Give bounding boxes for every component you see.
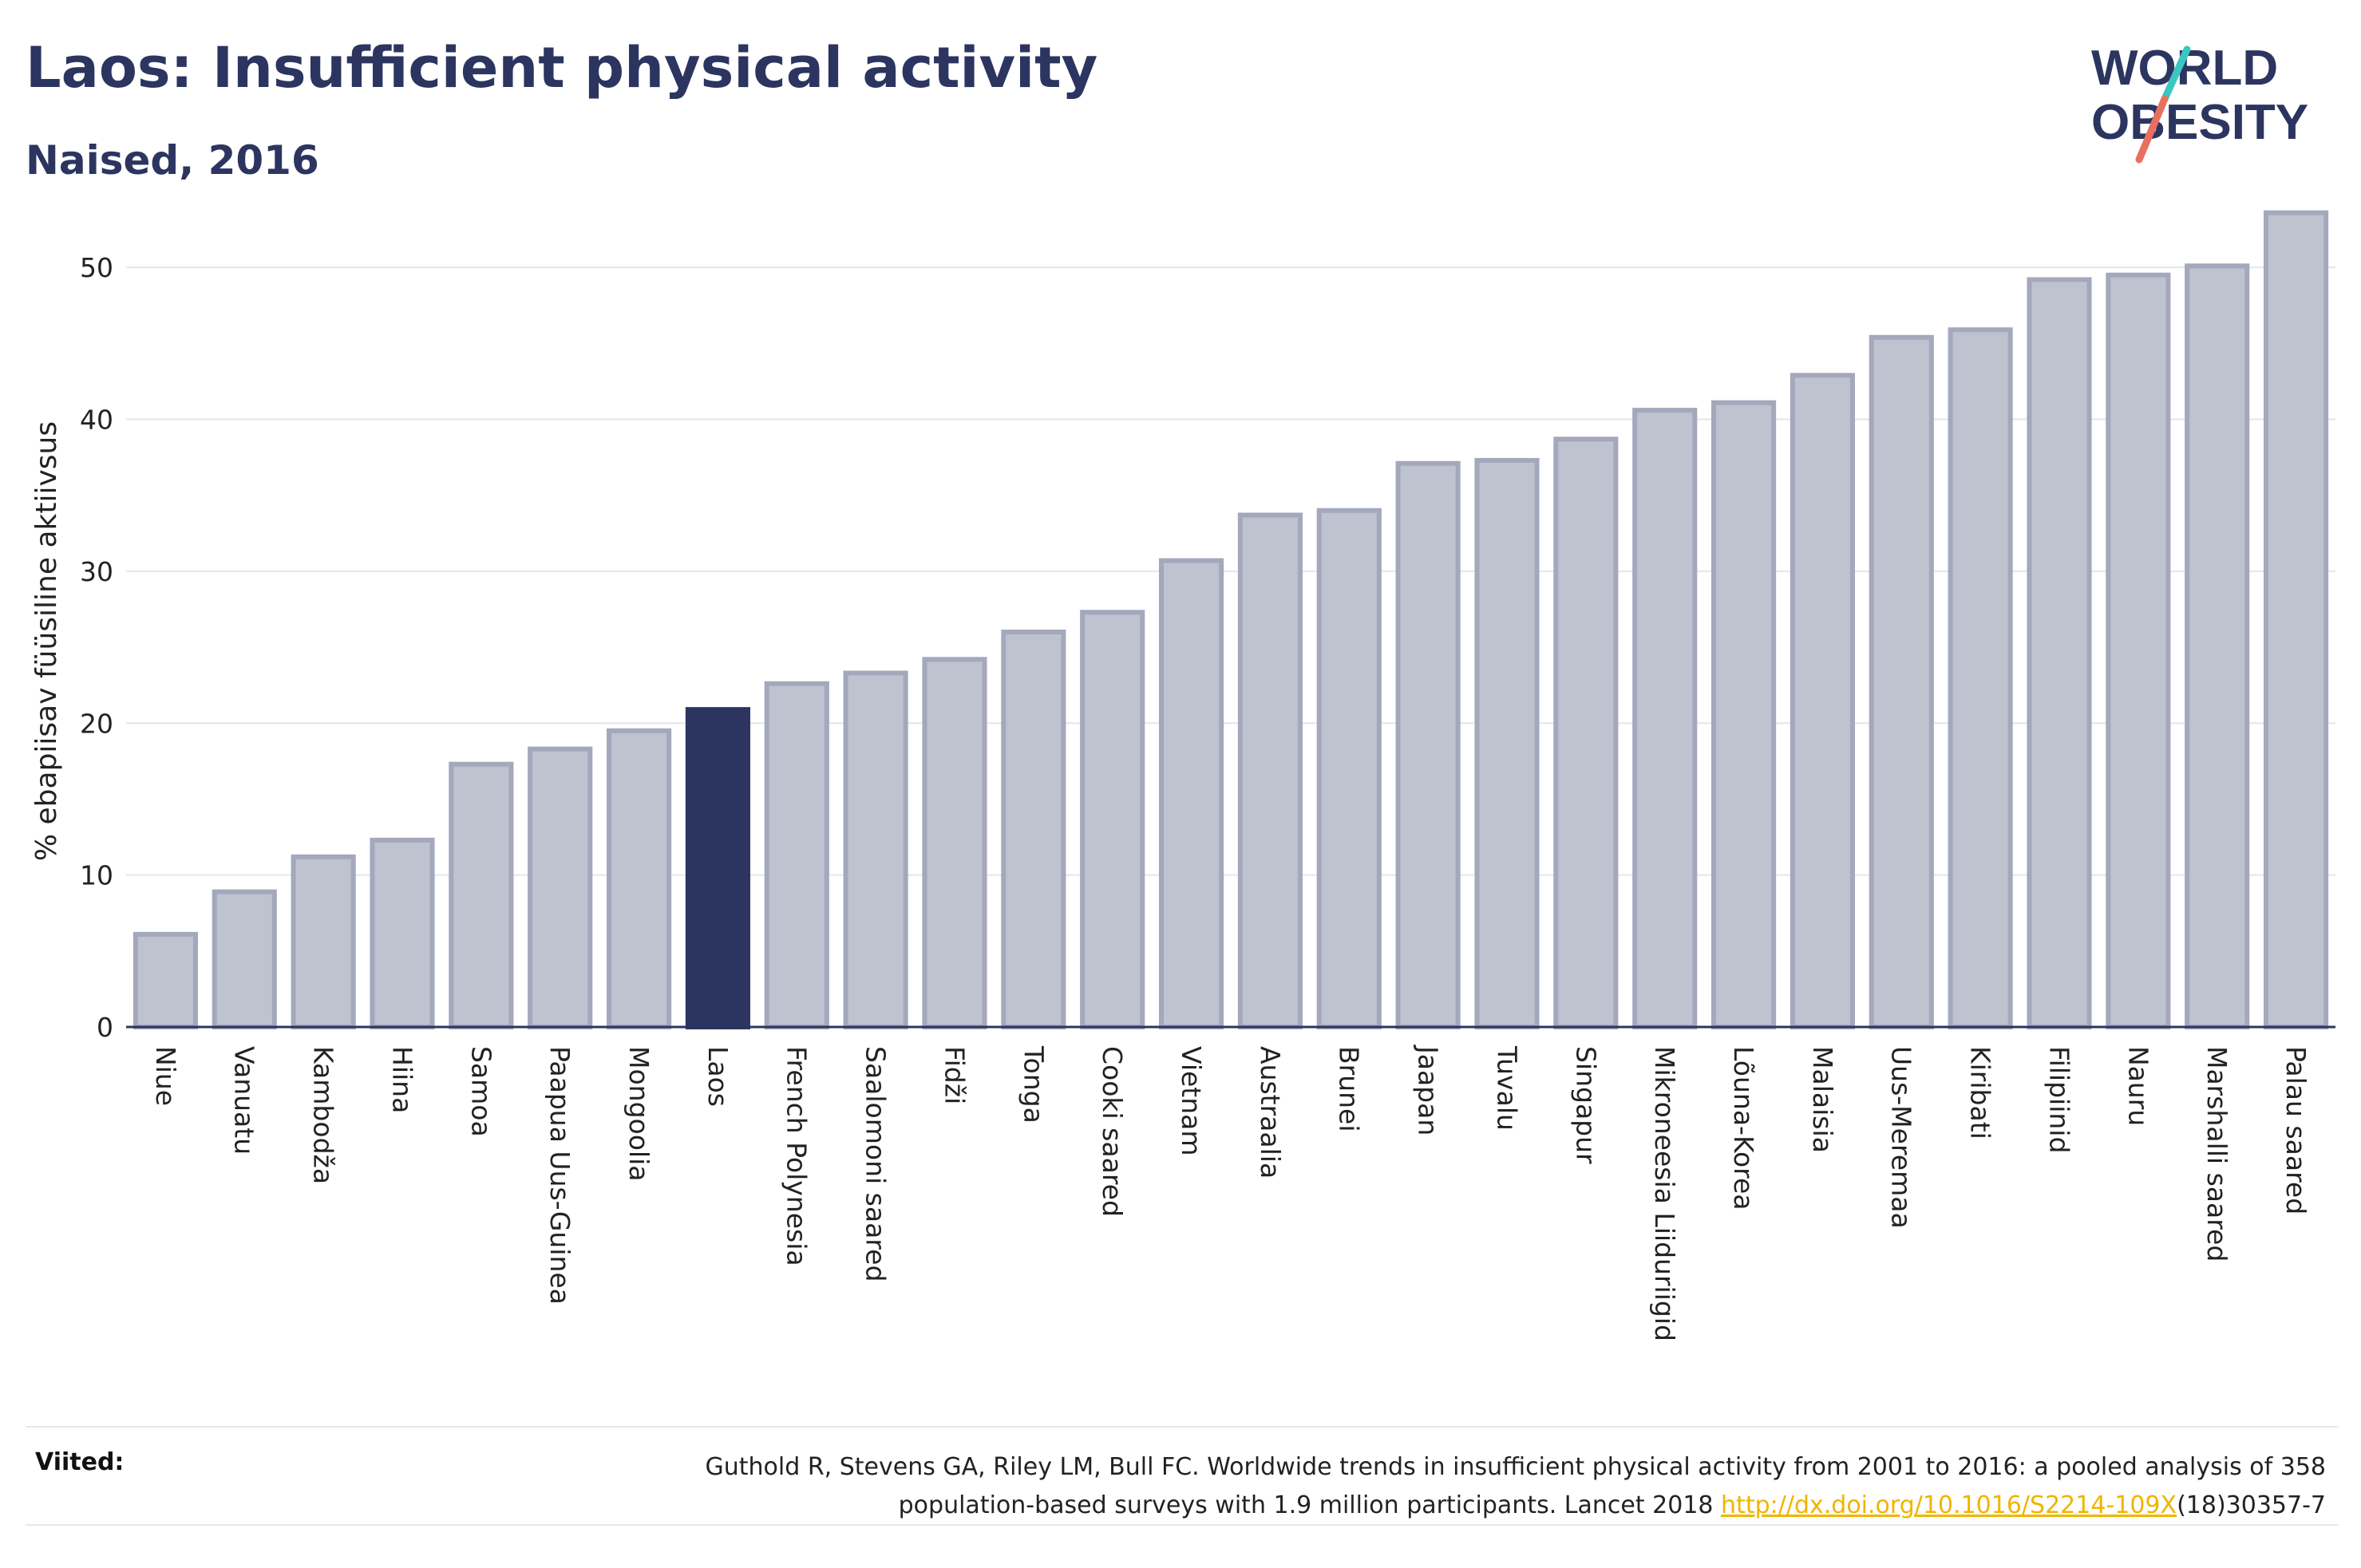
- y-axis-label: % ebapiisav füüsiline aktiivsus: [30, 421, 63, 861]
- x-tick-label: Hiina: [386, 1046, 417, 1113]
- bar: [1159, 558, 1224, 1029]
- x-tick-label: Niue: [150, 1046, 181, 1106]
- x-tick-label: Tonga: [1018, 1045, 1049, 1124]
- bar: [1080, 610, 1145, 1029]
- y-tick-label: 30: [80, 556, 113, 587]
- x-tick-label: Nauru: [2122, 1046, 2153, 1126]
- x-tick-label: Saalomoni saared: [860, 1046, 892, 1282]
- bar: [1316, 508, 1382, 1029]
- sources-line-1: Guthold R, Stevens GA, Riley LM, Bull FC…: [705, 1453, 2326, 1481]
- x-tick-label: Filipiinid: [2043, 1046, 2074, 1153]
- x-tick-label: Marshalli saared: [2201, 1046, 2232, 1262]
- x-tick-label: Vietnam: [1176, 1046, 1207, 1156]
- x-tick-label: Tuvalu: [1491, 1045, 1522, 1131]
- chart-title: Laos: Insufficient physical activity: [26, 35, 1098, 101]
- logo-line-2: OBESITY: [2091, 95, 2308, 150]
- bar: [2027, 277, 2092, 1030]
- bar: [291, 854, 356, 1029]
- sources-line-2-suffix: (18)30357-7: [2177, 1491, 2326, 1519]
- x-tick-label: Mongoolia: [623, 1046, 655, 1181]
- bar: [370, 837, 435, 1030]
- bar: [212, 889, 277, 1030]
- x-tick-label: Singapur: [1570, 1046, 1601, 1164]
- sources-text: Guthold R, Stevens GA, Riley LM, Bull FC…: [490, 1448, 2326, 1525]
- sources-line-2-prefix: population-based surveys with 1.9 millio…: [898, 1491, 1722, 1519]
- bar: [528, 746, 593, 1029]
- bar: [922, 657, 987, 1029]
- bar-chart: 0 10 20 30 40 50 Niue Vanuatu Kambodža Hiina Samo…: [30, 210, 2335, 1341]
- bar: [1632, 408, 1698, 1029]
- x-tick-label: Laos: [702, 1046, 734, 1107]
- bar: [1474, 457, 1540, 1029]
- y-tick-label: 20: [80, 708, 113, 739]
- x-tick-label: Palau saared: [2280, 1046, 2312, 1215]
- y-axis-ticks: 0 10 20 30 40 50: [80, 252, 113, 1043]
- bar: [1948, 327, 2013, 1029]
- bar: [1553, 436, 1619, 1029]
- bar: [2106, 272, 2171, 1029]
- bar: [1790, 373, 1855, 1029]
- bar: [607, 728, 672, 1029]
- x-tick-label: Uus-Meremaa: [1886, 1046, 1917, 1229]
- sources-doi-link[interactable]: http://dx.doi.org/10.1016/S2214-109X: [1721, 1491, 2177, 1519]
- bar: [132, 931, 198, 1029]
- y-tick-label: 10: [80, 860, 113, 891]
- x-tick-label: Kambodža: [308, 1046, 339, 1184]
- world-obesity-logo: WORLD OBESITY: [2091, 41, 2308, 164]
- bar: [2185, 263, 2250, 1029]
- x-tick-label: Vanuatu: [229, 1046, 260, 1155]
- x-axis-ticks: Niue Vanuatu Kambodža Hiina Samoa Paapua Uus-…: [150, 1045, 2312, 1341]
- bar-highlighted: [685, 707, 750, 1029]
- x-tick-label: Mikroneesia Liiduriigid: [1649, 1046, 1680, 1341]
- bar: [449, 761, 514, 1029]
- sources-line-2: population-based surveys with 1.9 millio…: [490, 1487, 2326, 1525]
- x-tick-label: Lõuna-Korea: [1728, 1046, 1759, 1211]
- chart-subtitle: Naised, 2016: [26, 137, 319, 184]
- x-tick-label: Malaisia: [1807, 1046, 1838, 1153]
- bar: [1869, 334, 1934, 1029]
- logo-slash-coral: [2135, 95, 2169, 164]
- y-tick-label: 40: [80, 405, 113, 436]
- bar: [1395, 460, 1461, 1029]
- x-tick-label: Cooki saared: [1097, 1046, 1128, 1217]
- x-tick-label: French Polynesia: [781, 1046, 813, 1266]
- x-tick-label: Jaapan: [1413, 1045, 1444, 1136]
- sources-divider-bottom: [26, 1524, 2339, 1526]
- sources-divider-top: [26, 1426, 2339, 1428]
- bar: [843, 670, 908, 1029]
- x-tick-label: Fidži: [939, 1046, 970, 1104]
- x-tick-label: Samoa: [465, 1046, 496, 1137]
- bar-layer: [132, 210, 2329, 1030]
- bar: [2264, 210, 2329, 1030]
- bar: [764, 681, 829, 1030]
- y-tick-label: 50: [80, 252, 113, 283]
- y-tick-label: 0: [97, 1012, 113, 1043]
- x-tick-label: Kiribati: [1965, 1046, 1996, 1139]
- bar: [1237, 512, 1303, 1029]
- x-tick-label: Paapua Uus-Guinea: [544, 1046, 575, 1305]
- sources-label: Viited:: [35, 1448, 125, 1476]
- x-tick-label: Austraalia: [1255, 1046, 1286, 1179]
- bar: [1711, 400, 1777, 1029]
- logo-slash-teal: [2161, 45, 2191, 103]
- bar: [1001, 630, 1066, 1030]
- x-tick-label: Brunei: [1334, 1046, 1365, 1132]
